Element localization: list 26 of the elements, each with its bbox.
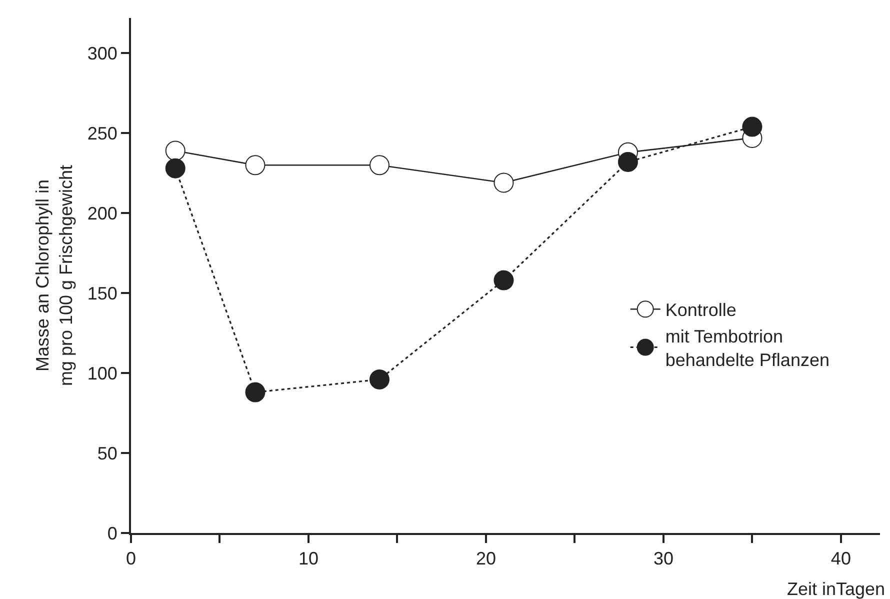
y-tick-label: 50 <box>97 443 118 464</box>
x-tick-label: 30 <box>653 548 674 569</box>
point <box>165 140 186 161</box>
point <box>369 155 390 176</box>
legend-label: Kontrolle <box>665 300 736 320</box>
y-tick-label: 200 <box>87 203 118 224</box>
point <box>618 152 638 172</box>
y-tick-label: 150 <box>87 283 118 304</box>
legend-label: mit Tembotrion behandelte Pflanzen <box>665 326 830 370</box>
x-tick-label: 0 <box>126 548 136 569</box>
point <box>245 382 266 402</box>
x-tick-label: 10 <box>298 548 319 569</box>
y-tick-label: 250 <box>87 123 118 144</box>
y-tick-label: 100 <box>87 363 118 384</box>
y-tick-label: 0 <box>107 523 118 544</box>
point <box>245 155 266 176</box>
point <box>494 270 514 290</box>
x-tick-label: 20 <box>476 548 496 569</box>
x-axis-title: Zeit inTagen <box>787 579 886 599</box>
point <box>369 369 390 390</box>
y-tick-label: 300 <box>87 43 118 64</box>
y-axis-title: Masse an Chlorophyll in mg pro 100 g Frischgewicht <box>32 164 76 386</box>
point <box>742 116 762 137</box>
point <box>494 172 514 193</box>
x-tick-label: 40 <box>830 548 851 569</box>
point <box>165 158 186 178</box>
